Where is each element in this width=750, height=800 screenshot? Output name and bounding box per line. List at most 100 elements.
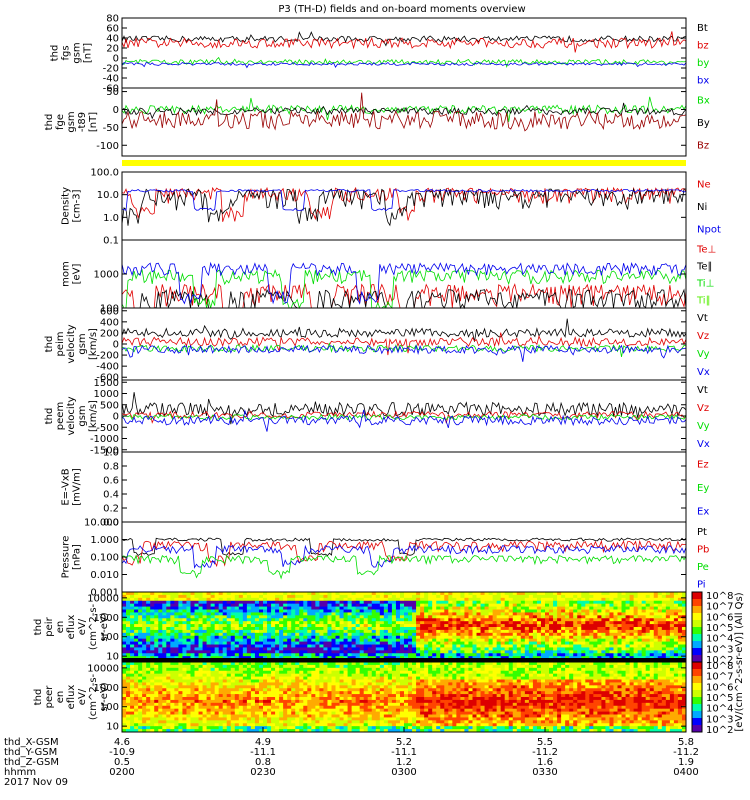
spectrogram-cell (226, 720, 232, 724)
spectrogram-cell (484, 641, 489, 645)
spectrogram-cell (327, 618, 332, 622)
spectrogram-cell (355, 647, 361, 651)
spectrogram-cell (263, 705, 268, 710)
spectrogram-cell (669, 600, 675, 605)
spectrogram-cell (250, 632, 256, 637)
spectrogram-cell (275, 612, 280, 616)
spectrogram-cell (545, 656, 550, 660)
legend-Vz: Vz (697, 403, 709, 414)
spectrogram-cell (319, 618, 324, 622)
spectrogram-cell (275, 679, 280, 683)
spectrogram-cell (379, 627, 385, 631)
spectrogram-cell (613, 629, 618, 634)
spectrogram-cell (367, 635, 373, 640)
spectrogram-cell (190, 720, 195, 724)
spectrogram-cell (279, 708, 284, 712)
spectrogram-cell (178, 682, 183, 686)
spectrogram-cell (150, 685, 155, 689)
spectrogram-cell (250, 691, 256, 695)
spectrogram-cell (351, 635, 357, 640)
spectrogram-cell (540, 603, 546, 607)
spectrogram-cell (182, 726, 187, 730)
spectrogram-cell (645, 635, 651, 640)
spectrogram-cell (198, 650, 203, 654)
spectrogram-cell (383, 594, 389, 599)
spectrogram-cell (593, 644, 598, 648)
spectrogram-cell (629, 650, 635, 654)
spectrogram-cell (649, 594, 655, 599)
spectrogram-cell (222, 699, 228, 704)
spectrogram-cell (375, 635, 381, 640)
spectrogram-cell (202, 632, 207, 637)
spectrogram-cell (134, 697, 139, 701)
spectrogram-cell (428, 647, 433, 651)
spectrogram-cell (416, 638, 421, 642)
spectrogram-cell (569, 656, 574, 660)
spectrogram-cell (532, 621, 538, 625)
spectrogram-cell (492, 647, 498, 651)
spectrogram-cell (613, 615, 618, 619)
spectrogram-cell (295, 694, 300, 698)
spectrogram-cell (428, 641, 433, 645)
spectrogram-cell (142, 629, 147, 634)
spectrogram-cell (267, 653, 272, 657)
spectrogram-cell (649, 624, 655, 628)
spectrogram-cell (174, 592, 179, 596)
spectrogram-cell (581, 638, 586, 642)
spectrogram-cell (254, 621, 260, 625)
spectrogram-cell (210, 603, 216, 607)
spectrogram-cell (516, 635, 522, 640)
spectrogram-cell (327, 624, 332, 628)
spectrogram-cell (234, 624, 240, 628)
spectrogram-cell (452, 618, 457, 622)
spectrogram-cell (138, 650, 143, 654)
spectrogram-cell (625, 629, 630, 634)
spectrogram-cell (170, 597, 175, 602)
spectrogram-cell (271, 673, 276, 677)
spectrogram-cell (242, 729, 248, 733)
spectrogram-cell (472, 609, 477, 613)
spectrogram-cell (218, 697, 224, 701)
spectrogram-cell (343, 624, 348, 628)
spectrogram-cell (214, 682, 220, 686)
spectrogram-cell (283, 685, 288, 689)
spectrogram-cell (452, 615, 457, 619)
spectrogram-cell (250, 729, 256, 733)
spectrogram-cell (194, 653, 199, 657)
spectrogram-cell (496, 641, 502, 645)
spectrogram-cell (279, 714, 284, 718)
spectrogram-cell (500, 615, 506, 619)
spectrogram-cell (331, 638, 336, 642)
spectrogram-cell (263, 627, 268, 631)
y-tick-label: 10.000 (84, 518, 119, 529)
spectrogram-cell (295, 627, 300, 631)
spectrogram-cell (520, 615, 526, 619)
y-tick-label: 10 (106, 652, 119, 663)
spectrogram-cell (456, 603, 461, 607)
spectrogram-cell (440, 629, 445, 634)
spectrogram-cell (202, 676, 207, 680)
spectrogram-cell (553, 621, 558, 625)
spectrogram-cell (198, 618, 203, 622)
spectrogram-cell (275, 615, 280, 619)
spectrogram-cell (520, 624, 526, 628)
spectrogram-cell (456, 641, 461, 645)
spectrogram-cell (198, 615, 203, 619)
spectrogram-cell (448, 632, 453, 637)
spectrogram-cell (335, 676, 340, 680)
spectrogram-cell (166, 650, 171, 654)
spectrogram-cell (182, 697, 187, 701)
spectrogram-cell (448, 638, 453, 642)
spectrogram-cell (581, 618, 586, 622)
spectrogram-cell (375, 609, 381, 613)
spectrogram-cell (581, 647, 586, 651)
spectrogram-cell (230, 664, 236, 669)
spectrogram-cell (122, 624, 127, 628)
spectrogram-cell (367, 597, 373, 602)
spectrogram-cell (154, 729, 159, 733)
spectrogram-cell (319, 726, 324, 730)
spectrogram-cell (545, 621, 550, 625)
spectrogram-cell (637, 629, 643, 634)
spectrogram-cell (319, 612, 324, 616)
spectrogram-cell (339, 647, 344, 651)
